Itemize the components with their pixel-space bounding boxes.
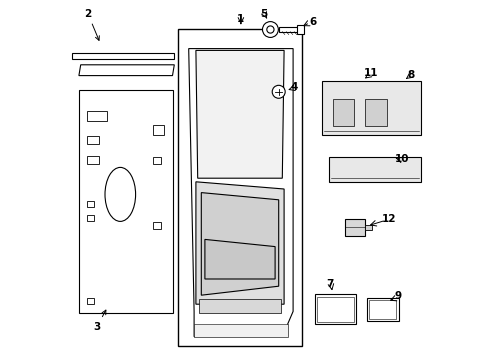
Bar [368, 300, 396, 319]
Polygon shape [297, 25, 303, 34]
Polygon shape [201, 193, 278, 295]
Bar [152, 157, 160, 164]
Bar [152, 125, 164, 135]
Text: 11: 11 [363, 68, 378, 78]
Text: 4: 4 [290, 82, 297, 93]
Polygon shape [79, 90, 172, 313]
Text: 9: 9 [394, 291, 401, 301]
Bar [314, 294, 355, 324]
Polygon shape [79, 65, 174, 76]
Polygon shape [72, 53, 174, 59]
Ellipse shape [105, 167, 135, 221]
Text: 3: 3 [93, 310, 106, 332]
Polygon shape [328, 157, 420, 182]
Polygon shape [199, 299, 280, 313]
Circle shape [266, 26, 273, 33]
Bar [178, 29, 302, 346]
Polygon shape [321, 81, 420, 135]
Bar [316, 297, 353, 322]
Bar [87, 111, 107, 121]
Polygon shape [279, 27, 299, 32]
Text: 6: 6 [308, 17, 316, 27]
Polygon shape [345, 219, 365, 236]
Text: 1: 1 [237, 14, 244, 24]
Bar [332, 99, 354, 126]
Text: 10: 10 [394, 154, 408, 165]
Polygon shape [196, 50, 284, 178]
Circle shape [272, 85, 285, 98]
Polygon shape [204, 239, 275, 279]
Text: 8: 8 [407, 70, 414, 80]
Text: 5: 5 [260, 9, 267, 19]
Circle shape [262, 22, 278, 37]
Polygon shape [365, 225, 371, 230]
Bar [87, 136, 99, 144]
Bar [152, 222, 160, 229]
Polygon shape [196, 182, 284, 304]
Bar [366, 298, 398, 321]
Bar [365, 99, 386, 126]
Bar [87, 215, 94, 221]
Bar [87, 298, 94, 304]
Polygon shape [188, 49, 292, 337]
Text: 7: 7 [326, 279, 333, 289]
Bar [87, 156, 99, 164]
Text: 2: 2 [84, 9, 99, 40]
Bar [87, 201, 94, 207]
Text: 12: 12 [381, 214, 396, 224]
Polygon shape [194, 324, 287, 337]
